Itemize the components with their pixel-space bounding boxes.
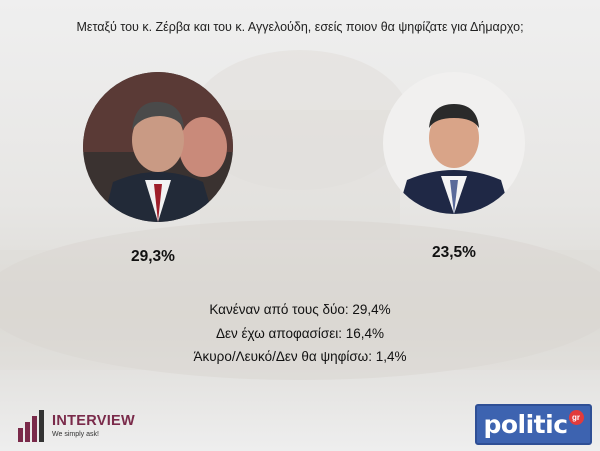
candidate-right-percentage: 23,5% bbox=[432, 244, 476, 261]
politic-logo-name: politic bbox=[483, 410, 568, 439]
candidate-left-portrait-icon bbox=[83, 72, 233, 222]
result-undecided: Δεν έχω αποφασίσει: 16,4% bbox=[215, 325, 385, 341]
candidate-left-percentage: 29,3% bbox=[131, 248, 175, 265]
interview-logo-tagline: We simply ask! bbox=[52, 430, 99, 438]
survey-question: Μεταξύ του κ. Ζέρβα και του κ. Αγγελούδη… bbox=[76, 20, 524, 34]
candidate-photo-left bbox=[83, 72, 233, 222]
candidate-photo-right bbox=[383, 72, 525, 214]
politic-logo: politic gr bbox=[475, 404, 592, 445]
interview-bars-icon bbox=[18, 410, 44, 442]
interview-logo: INTERVIEW We simply ask! bbox=[18, 409, 135, 443]
interview-logo-name: INTERVIEW bbox=[52, 413, 135, 430]
result-invalid-blank-abstain: Άκυρο/Λευκό/Δεν θα ψηφίσω: 1,4% bbox=[193, 349, 407, 364]
politic-logo-badge: gr bbox=[568, 410, 584, 425]
other-results-list: Κανέναν από τους δύο: 29,4% Δεν έχω αποφ… bbox=[0, 298, 600, 369]
result-none: Κανέναν από τους δύο: 29,4% bbox=[209, 302, 391, 317]
candidate-right-portrait-icon bbox=[383, 72, 525, 214]
